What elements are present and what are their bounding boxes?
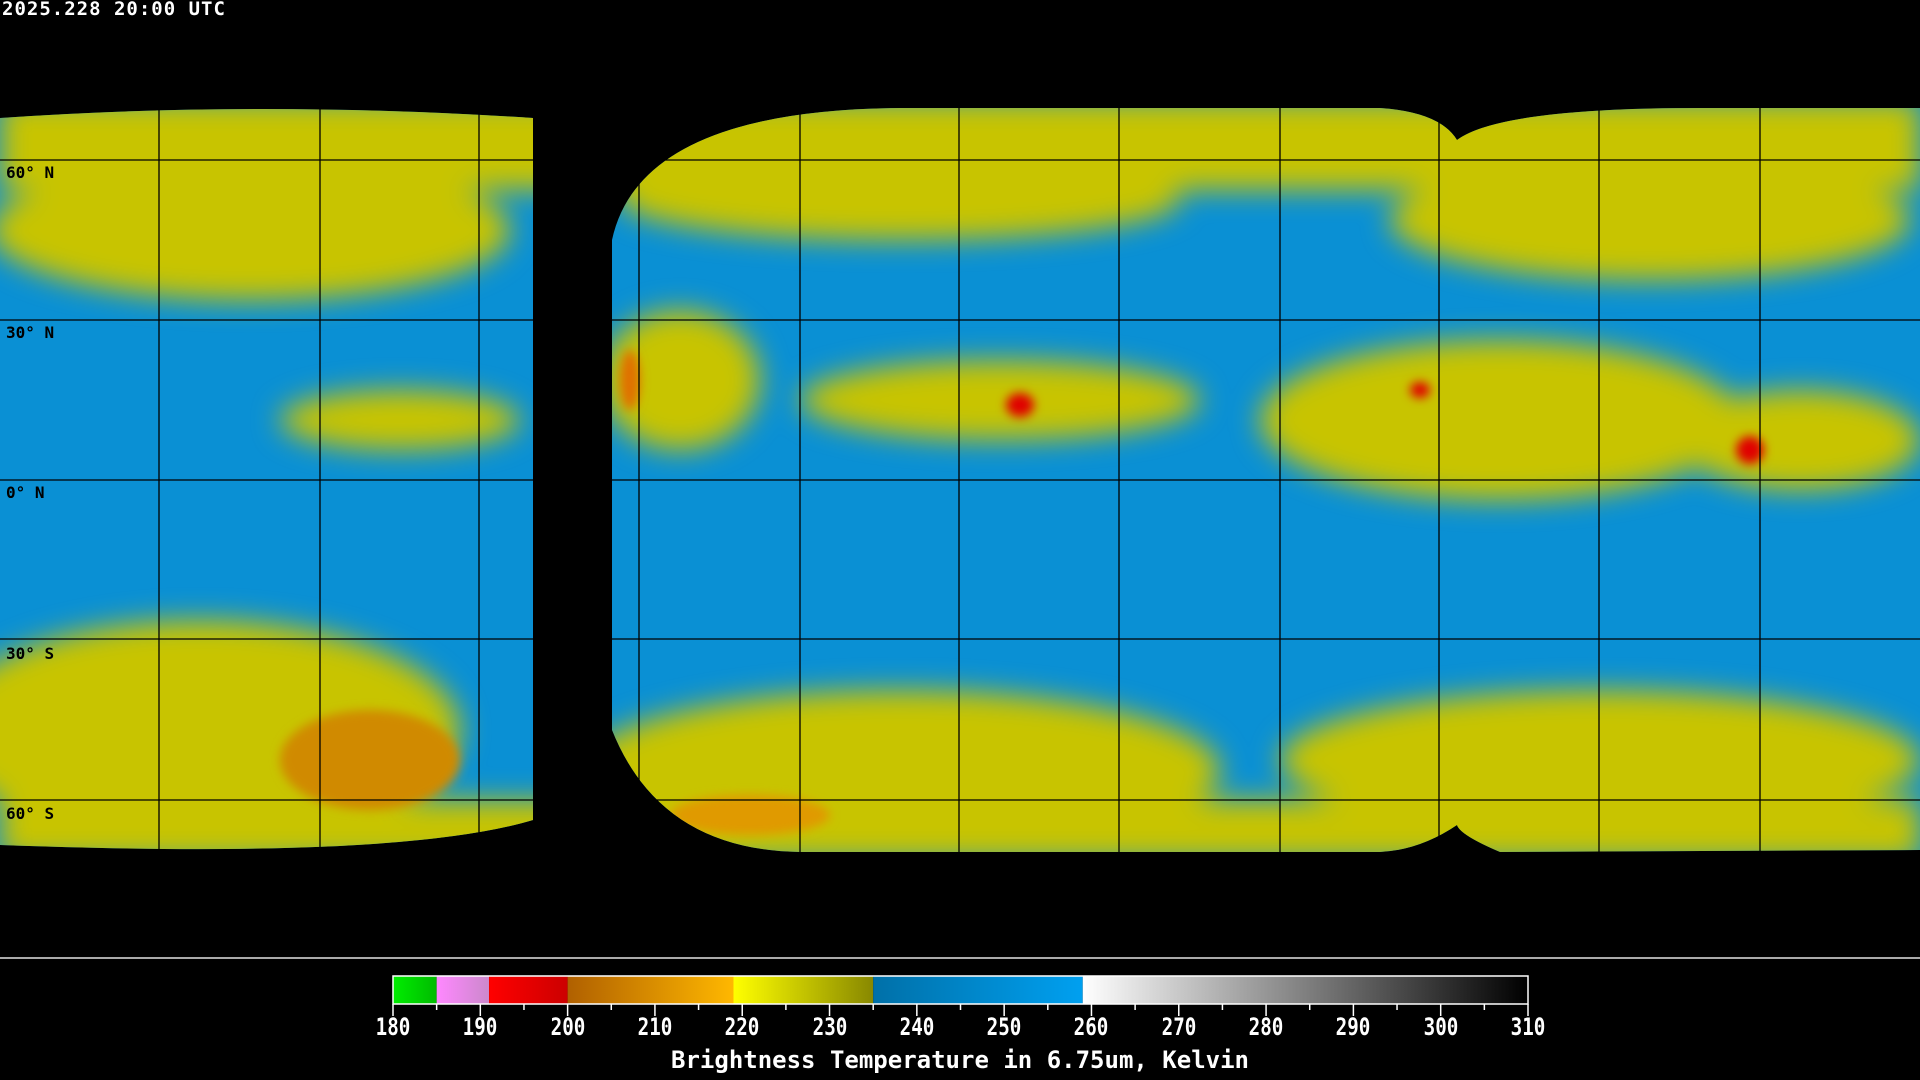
colorbar-segment: [393, 976, 437, 1004]
lat-label-60s: 60° S: [6, 804, 55, 823]
colorbar-tick-label: 310: [1510, 1013, 1546, 1041]
colorbar-tick-label: 190: [462, 1013, 498, 1041]
colorbar-segment: [489, 976, 568, 1004]
colorbar: [392, 975, 1529, 1016]
colorbar-title: Brightness Temperature in 6.75um, Kelvin: [671, 1046, 1249, 1074]
colorbar-tick-label: 230: [812, 1013, 847, 1041]
colorbar-segment: [1082, 976, 1528, 1004]
colorbar-segment: [733, 976, 874, 1004]
timestamp: 2025.228 20:00 UTC: [2, 0, 226, 20]
colorbar-tick-label: 290: [1336, 1013, 1371, 1041]
colorbar-tick-label: 240: [899, 1013, 935, 1041]
colorbar-tick-label: 280: [1248, 1013, 1284, 1041]
colorbar-segment: [567, 976, 734, 1004]
lat-label-0n: 0° N: [6, 483, 45, 502]
colorbar-tick-label: 250: [986, 1013, 1022, 1041]
graticule: [0, 20, 1920, 955]
lat-label-30n: 30° N: [6, 323, 55, 342]
colorbar-tick-label: 270: [1161, 1013, 1197, 1041]
colorbar-segment: [436, 976, 490, 1004]
water-vapor-map: [0, 20, 1920, 959]
lat-label-60n: 60° N: [6, 163, 55, 182]
colorbar-tick-label: 220: [724, 1013, 760, 1041]
colorbar-segment: [873, 976, 1083, 1004]
colorbar-tick-label: 300: [1423, 1013, 1459, 1041]
colorbar-tick-label: 180: [375, 1013, 411, 1041]
colorbar-tick-label: 200: [550, 1013, 585, 1041]
colorbar-tick-label: 210: [637, 1013, 673, 1041]
lat-label-30s: 30° S: [6, 644, 55, 663]
colorbar-tick-label: 260: [1074, 1013, 1109, 1041]
